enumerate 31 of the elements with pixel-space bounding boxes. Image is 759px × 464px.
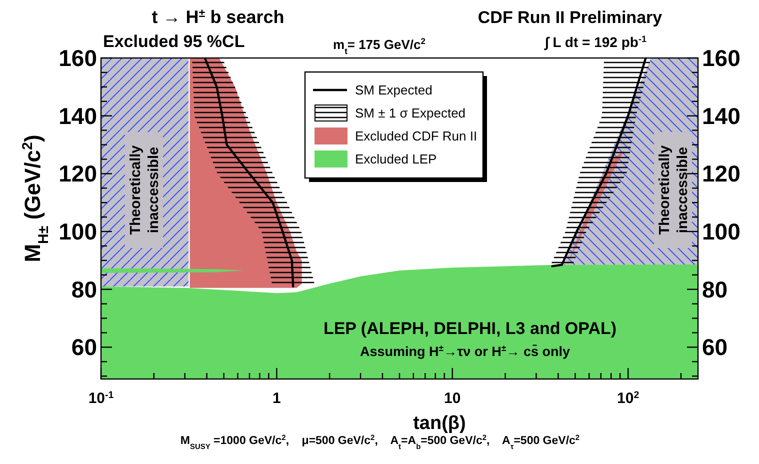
y-tick-label: 160 [58, 45, 97, 72]
y-tick-label: 80 [71, 276, 97, 302]
x-tick-label: 10 [444, 390, 461, 407]
y2-tick-label: 80 [702, 276, 728, 302]
annotation: Theoretically inaccessible [657, 145, 691, 235]
annotation: LEP (ALEPH, DELPHI, L3 and OPAL) [323, 319, 617, 338]
legend-label: SM Expected [355, 82, 432, 98]
x-tick-label: 1 [272, 390, 281, 407]
y-tick-label: 140 [58, 102, 97, 129]
chart-subtitle: Excluded 95 %CL [103, 32, 245, 51]
chart-title: t → H$^{±}$ b search [152, 6, 284, 27]
legend-label: Excluded CDF Run II [355, 128, 478, 144]
x-tick-label: 10$^{2}$ [617, 390, 640, 407]
x-axis-title: tan(β) [413, 413, 466, 434]
text: ∫ L dt = 192 pb$^{-1}$ [544, 34, 647, 51]
text: M$_{SUSY}$ =1000 GeV/c$^{2}$, μ=500 GeV/c$^{2}$, A$_{t}$=A$_{b}$=500 GeV/c$^{2}$, A$_{τ}$=500 GeV/c$^{2}$ [180, 432, 580, 450]
legend-label: SM ± 1 σ Expected [355, 106, 466, 121]
legend-label: Excluded LEP [355, 152, 437, 167]
y-tick-label: 60 [71, 334, 97, 360]
annotation: Assuming H$^{±}$→τν or H$^{±}$→ cs̄ only [360, 343, 570, 359]
y2-tick-label: 120 [702, 160, 740, 187]
y2-tick-label: 60 [702, 334, 728, 360]
y2-tick-label: 160 [702, 45, 740, 72]
x-tick-label: 10$^{-1}$ [88, 390, 114, 407]
y2-tick-label: 100 [702, 218, 740, 245]
annotation: Theoretically inaccessible [128, 145, 162, 235]
y2-tick-label: 140 [702, 102, 740, 129]
y-tick-label: 120 [58, 160, 97, 187]
text: CDF Run II Preliminary [478, 8, 663, 27]
y-tick-label: 100 [58, 218, 97, 245]
text: m$_{t}$= 175 GeV/c$^{2}$ [333, 36, 426, 56]
